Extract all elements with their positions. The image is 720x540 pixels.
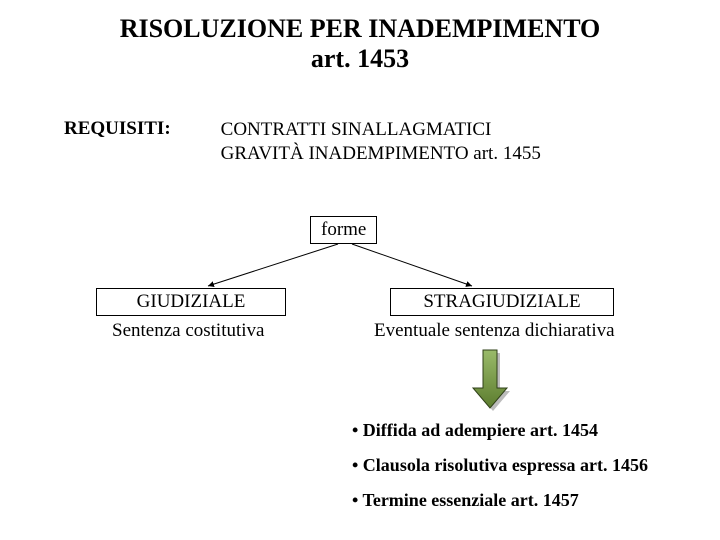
title-line1: RISOLUZIONE PER INADEMPIMENTO bbox=[0, 14, 720, 44]
branch-label-right: STRAGIUDIZIALE bbox=[423, 291, 580, 312]
bullet-1: • Diffida ad adempiere art. 1454 bbox=[352, 420, 648, 441]
title-line2: art. 1453 bbox=[0, 44, 720, 74]
requisiti-line1: CONTRATTI SINALLAGMATICI bbox=[221, 118, 541, 142]
bullet-3: • Termine essenziale art. 1457 bbox=[352, 490, 648, 511]
down-arrow-icon bbox=[473, 350, 507, 408]
branch-box-giudiziale: GIUDIZIALE bbox=[96, 288, 286, 316]
branch-label-left: GIUDIZIALE bbox=[137, 291, 246, 312]
requisiti-row: REQUISITI: CONTRATTI SINALLAGMATICI GRAV… bbox=[0, 118, 720, 166]
requisiti-text: CONTRATTI SINALLAGMATICI GRAVITÀ INADEMP… bbox=[221, 118, 541, 166]
bullet-2: • Clausola risolutiva espressa art. 1456 bbox=[352, 455, 648, 476]
slide-title: RISOLUZIONE PER INADEMPIMENTO art. 1453 bbox=[0, 0, 720, 74]
forme-label: forme bbox=[321, 219, 366, 240]
branch-caption-right: Eventuale sentenza dichiarativa bbox=[374, 320, 615, 342]
branch-box-stragiudiziale: STRAGIUDIZIALE bbox=[390, 288, 614, 316]
branch-line-left bbox=[208, 244, 338, 286]
forme-box: forme bbox=[310, 216, 377, 244]
down-arrow-shadow bbox=[476, 353, 510, 411]
branch-line-right bbox=[352, 244, 472, 286]
bullet-list: • Diffida ad adempiere art. 1454 • Claus… bbox=[352, 420, 648, 525]
requisiti-label: REQUISITI: bbox=[64, 118, 171, 140]
requisiti-line2: GRAVITÀ INADEMPIMENTO art. 1455 bbox=[221, 142, 541, 166]
branch-caption-left: Sentenza costitutiva bbox=[112, 320, 264, 342]
